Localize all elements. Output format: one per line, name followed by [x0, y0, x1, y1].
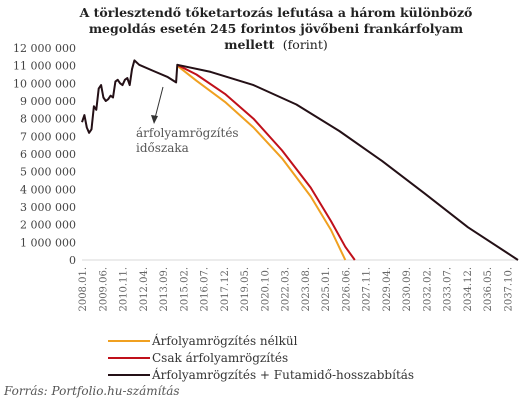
- x-tick-label: 2020.10.: [260, 267, 271, 312]
- series-line-1: [176, 64, 347, 261]
- legend-label: Árfolyamrögzítés nélkül: [151, 333, 298, 348]
- chart-title-line-3-text: mellett: [224, 37, 274, 52]
- annotation-line-1: árfolyamrögzítés: [136, 126, 239, 140]
- x-tick-label: 2027.11.: [362, 267, 373, 312]
- x-tick-label: 2029.04.: [382, 267, 393, 312]
- chart-title-line-2: megoldás esetén 245 forintos jövőbeni fr…: [89, 21, 463, 36]
- y-tick-label: 10 000 000: [13, 77, 76, 90]
- x-tick-label: 2013.09.: [159, 267, 170, 312]
- x-tick-label: 2022.03.: [281, 267, 292, 312]
- x-tick-label: 2030.09.: [402, 267, 413, 312]
- y-tick-label: 3 000 000: [20, 201, 76, 214]
- y-tick-label: 2 000 000: [20, 219, 76, 232]
- y-axis: 12 000 000 11 000 000 10 000 000 9 000 000 8…: [13, 42, 518, 267]
- x-tick-label: 2034.12.: [463, 267, 474, 312]
- legend-label: Árfolyamrögzítés + Futamidő-hosszabbítás: [151, 367, 414, 382]
- x-tick-label: 2019.05.: [240, 267, 251, 312]
- y-tick-label: 5 000 000: [20, 166, 76, 179]
- y-tick-label: 12 000 000: [13, 42, 76, 55]
- legend: Árfolyamrögzítés nélkül Csak árfolyamrögz…: [108, 333, 414, 382]
- annotation-line-2: időszaka: [136, 141, 189, 155]
- annotation-arrow-head: [151, 115, 158, 124]
- x-tick-label: 2016.07.: [200, 267, 211, 312]
- x-tick-label: 2010.11.: [119, 267, 130, 312]
- y-tick-label: 8 000 000: [20, 113, 76, 126]
- x-tick-label: 2037.10.: [503, 267, 514, 312]
- y-tick-label: 0: [69, 254, 76, 267]
- x-tick-label: 2023.08.: [301, 267, 312, 312]
- series-line-2: [176, 63, 356, 261]
- chart-title-unit: (forint): [283, 37, 328, 52]
- x-axis: 2008.01. 2009.06. 2010.11. 2012.04. 2013.09.…: [78, 267, 514, 312]
- annotation: árfolyamrögzítés időszaka: [136, 86, 239, 155]
- x-tick-label: 2015.02.: [179, 267, 190, 312]
- legend-label: Csak árfolyamrögzítés: [152, 351, 288, 365]
- x-tick-label: 2036.05.: [483, 267, 494, 312]
- x-tick-label: 2017.12.: [220, 267, 231, 312]
- y-tick-label: 11 000 000: [13, 60, 76, 73]
- y-tick-label: 1 000 000: [20, 236, 76, 249]
- x-tick-label: 2033.07.: [443, 267, 454, 312]
- y-tick-label: 7 000 000: [20, 130, 76, 143]
- x-tick-label: 2012.04.: [139, 267, 150, 312]
- series-line-3: [81, 59, 519, 261]
- x-tick-label: 2032.02.: [422, 267, 433, 312]
- y-tick-label: 9 000 000: [20, 95, 76, 108]
- source-note: Forrás: Portfolio.hu-számítás: [4, 384, 180, 398]
- y-tick-label: 6 000 000: [20, 148, 76, 161]
- chart-title: A törlesztendő tőketartozás lefutása a h…: [79, 5, 473, 52]
- chart-title-line-3: mellett (forint): [224, 37, 328, 52]
- chart-title-line-1: A törlesztendő tőketartozás lefutása a h…: [79, 5, 473, 20]
- x-tick-label: 2008.01.: [78, 267, 89, 312]
- x-tick-label: 2026.06.: [341, 267, 352, 312]
- x-tick-label: 2009.06.: [98, 267, 109, 312]
- y-tick-label: 4 000 000: [20, 183, 76, 196]
- series-layer: [81, 59, 519, 261]
- x-tick-label: 2025.01.: [321, 267, 332, 312]
